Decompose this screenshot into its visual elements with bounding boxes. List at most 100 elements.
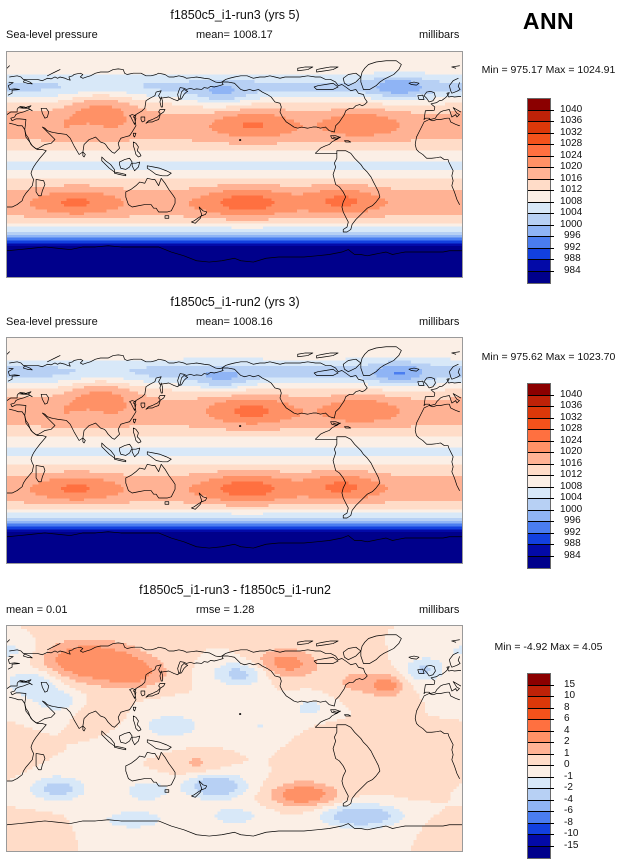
colorbar-tick [549,167,554,168]
colorbar-swatch [528,545,550,557]
colorbar-swatch [528,260,550,272]
colorbar-tick [549,178,554,180]
colorbar-swatch [528,697,550,709]
panel-title: f1850c5_i1-run2 (yrs 3) [0,295,470,309]
colorbar-tick-label: -15 [564,840,578,851]
colorbar-tick-label: 992 [564,527,581,538]
colorbar-tick-label: 984 [564,550,581,561]
colorbar-tick-label: 0 [564,760,570,770]
map-run3[interactable] [6,51,463,278]
colorbar-swatch [528,453,550,465]
colorbar-swatch [528,384,550,396]
colorbar-tick-label: -1 [564,771,573,782]
colorbar-difference[interactable] [527,673,551,859]
panel-mean-label: mean = 0.01 [6,604,67,617]
colorbar-tick [549,719,554,720]
colorbar-tick-label: 2 [564,737,570,747]
colorbar-swatch [528,395,550,407]
colorbar-tick-label: 1008 [560,481,582,492]
map-canvas-run3 [7,52,462,277]
colorbar-tick [549,121,554,122]
colorbar-swatch [528,835,550,847]
colorbar-swatch [528,743,550,755]
colorbar-tick [549,684,554,686]
colorbar-tick-label: 1024 [560,150,582,161]
colorbar-swatch [528,168,550,180]
colorbar-tick-label: 1008 [560,196,582,207]
colorbar-tick [549,247,554,249]
colorbar-tick-label: 1020 [560,447,582,457]
colorbar-tick [549,776,554,778]
map-difference[interactable] [6,625,463,852]
colorbar-swatch [528,510,550,522]
colorbar-tick-label: 1004 [560,493,582,503]
colorbar-swatch [528,777,550,789]
colorbar-swatch [528,823,550,835]
colorbar-tick-label: -6 [564,806,573,816]
map-canvas-run2 [7,338,462,563]
colorbar-tick [549,696,554,697]
colorbar-tick [549,190,554,191]
colorbar-swatch [528,720,550,732]
colorbar-swatch [528,476,550,488]
colorbar-swatch [528,122,550,134]
colorbar-tick [549,509,554,511]
colorbar-swatch [528,464,550,476]
colorbar-tick-label: 1 [564,748,570,759]
panel-units-label: millibars [419,29,459,42]
colorbar-tick [549,394,554,396]
colorbar-tick-label: -2 [564,783,573,793]
panel-rmse-label: rmse = 1.28 [196,604,254,617]
colorbar-tick [549,406,554,407]
colorbar-tick-label: 1040 [560,104,582,115]
colorbar-tick-label: 996 [564,231,581,241]
panel-title: f1850c5_i1-run3 - f1850c5_i1-run2 [0,583,470,597]
colorbar-swatch [528,133,550,145]
panel-units-label: millibars [419,604,459,617]
colorbar-tick [549,498,554,499]
colorbar-swatch [528,407,550,419]
colorbar-tick-label: 1012 [560,185,582,195]
panel-mean-label: mean= 1008.16 [196,316,273,329]
colorbar-tick [549,440,554,442]
colorbar-swatch [528,754,550,766]
colorbar-tick [549,132,554,134]
panel-minmax-label: Min = -4.92 Max = 4.05 [470,641,627,653]
panel-variable-label: Sea-level pressure [6,29,98,42]
colorbar-tick-label: -4 [564,794,573,805]
panel-title: f1850c5_i1-run3 (yrs 5) [0,8,470,22]
colorbar-tick [549,730,554,732]
colorbar-swatch [528,179,550,191]
colorbar-swatch [528,156,550,168]
colorbar-tick [549,201,554,203]
colorbar-tick-label: 1004 [560,208,582,218]
colorbar-swatch [528,110,550,122]
colorbar-run2[interactable] [527,383,551,569]
colorbar-tick-label: 1036 [560,116,582,126]
colorbar-tick-label: 1032 [560,127,582,138]
colorbar-tick [549,236,554,237]
colorbar-swatch [528,800,550,812]
colorbar-swatch [528,430,550,442]
colorbar-tick [549,799,554,801]
colorbar-swatch [528,766,550,778]
colorbar-tick [549,213,554,214]
colorbar-tick [549,463,554,465]
colorbar-swatch [528,674,550,686]
map-run2[interactable] [6,337,463,564]
colorbar-tick [549,109,554,111]
colorbar-tick [549,486,554,488]
colorbar-swatch [528,846,550,858]
colorbar-swatch [528,202,550,214]
colorbar-swatch [528,487,550,499]
colorbar-run3[interactable] [527,98,551,284]
panel-variable-label: Sea-level pressure [6,316,98,329]
colorbar-tick-label: 1012 [560,470,582,480]
colorbar-tick-label: 15 [564,679,575,690]
colorbar-swatch [528,556,550,568]
colorbar-swatch [528,271,550,283]
colorbar-tick-label: -10 [564,829,578,839]
colorbar-tick [549,822,554,824]
colorbar-tick [549,224,554,226]
colorbar-swatch [528,225,550,237]
